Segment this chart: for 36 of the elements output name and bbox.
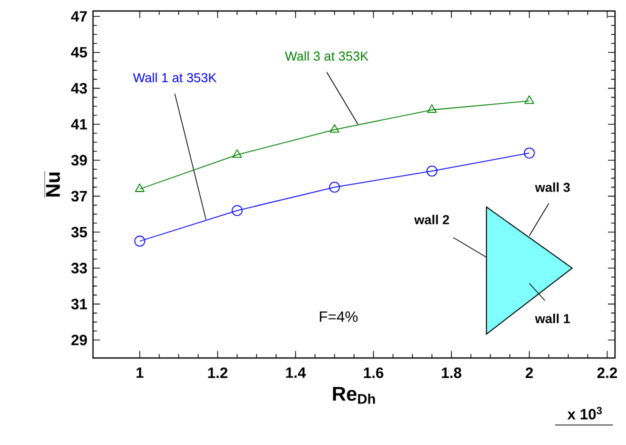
y-tick-label: 41 — [71, 119, 88, 130]
point — [329, 182, 340, 193]
y-axis-title: Nu — [46, 172, 60, 196]
y-tick-label: 39 — [71, 154, 87, 166]
y-tick-label: 31 — [71, 298, 88, 310]
x-tick-label: 1.8 — [442, 368, 462, 378]
x-axis-title: Re$_{Dh}$ — [333, 386, 375, 404]
y-tick-label: 35 — [71, 226, 88, 238]
y-tick-label: 33 — [71, 262, 87, 274]
point — [427, 104, 437, 113]
point — [134, 184, 145, 192]
text: Wall 3 at 353K — [284, 51, 368, 61]
y-tick-label: 37 — [71, 190, 87, 202]
annotation: wall 3 — [535, 182, 570, 192]
annotation: wall 2 — [414, 214, 450, 224]
x-tick-label: 1.6 — [364, 368, 384, 378]
point — [524, 95, 534, 104]
text: Wall 1 at 353K — [132, 72, 217, 82]
y-tick-label: 43 — [71, 83, 87, 94]
annotation: wall 1 — [535, 314, 570, 324]
annotation: F=4% — [320, 311, 358, 322]
y-tick-label: 29 — [71, 334, 87, 346]
point — [232, 149, 242, 158]
point — [426, 166, 438, 176]
point — [134, 236, 146, 247]
point — [330, 124, 340, 133]
text: x 10$^{3}$ — [567, 406, 602, 420]
x-tick-label: 1.2 — [208, 368, 228, 378]
x-tick-label: 1.4 — [286, 368, 306, 378]
x-tick-label: 1 — [136, 368, 144, 378]
point — [232, 205, 243, 216]
y-tick-label: 45 — [71, 47, 88, 58]
x-tick-label: 2 — [526, 368, 533, 378]
y-tick-label: 47 — [71, 11, 87, 22]
point — [524, 148, 535, 158]
x-tick-label: 2.2 — [597, 368, 617, 378]
